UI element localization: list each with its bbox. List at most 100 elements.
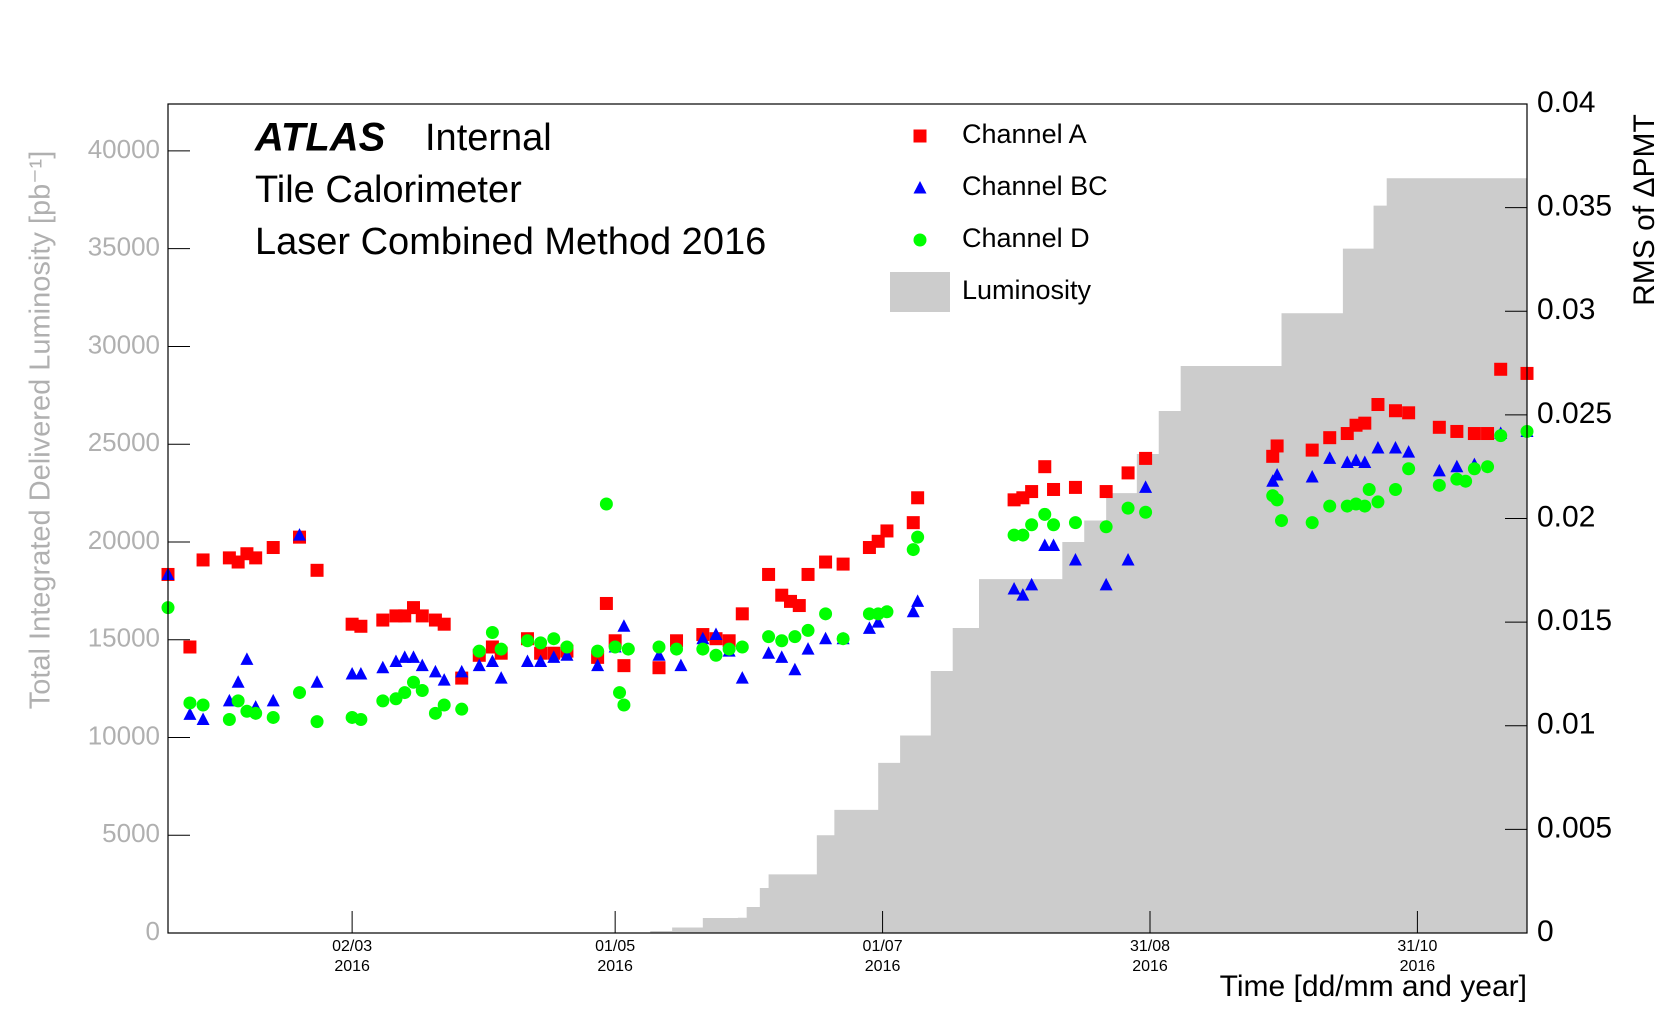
legend-label: Channel D <box>962 223 1090 253</box>
marker-square <box>1494 362 1508 376</box>
marker-circle <box>670 642 684 656</box>
marker-circle <box>1358 499 1372 513</box>
marker-triangle <box>911 594 925 607</box>
marker-circle <box>560 640 574 654</box>
marker-triangle <box>735 671 749 684</box>
marker-triangle <box>196 712 210 726</box>
marker-circle <box>617 698 631 712</box>
marker-triangle <box>428 664 442 678</box>
marker-triangle <box>231 675 245 688</box>
marker-triangle <box>1358 455 1372 469</box>
marker-circle <box>819 607 833 621</box>
marker-circle <box>376 694 390 708</box>
marker-square <box>906 516 920 530</box>
marker-triangle <box>617 619 631 632</box>
marker-triangle <box>788 662 802 676</box>
marker-square <box>1099 485 1113 499</box>
marker-square <box>1139 451 1153 465</box>
series-circle <box>161 424 1534 729</box>
marker-triangle <box>472 658 486 672</box>
marker-square <box>415 609 429 623</box>
marker-triangle <box>674 658 688 672</box>
marker-triangle <box>1371 441 1385 454</box>
marker-square <box>196 553 210 567</box>
marker-square <box>1481 427 1495 441</box>
marker-square <box>1266 449 1280 463</box>
marker-circle <box>652 640 666 654</box>
y2-tick-label: 0.04 <box>1537 86 1595 119</box>
marker-triangle <box>376 660 390 674</box>
marker-triangle <box>415 658 429 672</box>
marker-square <box>1068 480 1082 494</box>
marker-square <box>1038 460 1052 474</box>
marker-circle <box>406 675 420 689</box>
marker-triangle <box>354 666 368 680</box>
marker-circle <box>1402 462 1416 476</box>
marker-circle <box>836 632 850 646</box>
marker-circle <box>880 605 894 619</box>
marker-circle <box>608 640 622 654</box>
marker-triangle <box>1323 451 1337 464</box>
marker-triangle <box>1047 538 1061 551</box>
marker-circle <box>1362 482 1376 496</box>
marker-circle <box>485 625 499 639</box>
marker-square <box>599 596 613 610</box>
marker-triangle <box>547 650 561 663</box>
marker-square <box>911 491 925 505</box>
marker-triangle <box>520 654 534 668</box>
marker-circle <box>1388 482 1402 496</box>
marker-circle <box>1038 507 1052 521</box>
marker-circle <box>762 630 776 644</box>
marker-circle <box>183 696 197 710</box>
marker-triangle <box>345 666 359 680</box>
series-triangle <box>161 424 1534 726</box>
marker-square <box>249 551 263 565</box>
marker-triangle <box>1388 441 1402 454</box>
marker-circle <box>455 702 469 716</box>
marker-triangle <box>709 627 723 641</box>
marker-circle <box>534 636 548 650</box>
marker-square <box>266 541 280 555</box>
marker-circle <box>310 715 324 729</box>
marker-square <box>183 640 197 654</box>
marker-triangle <box>906 604 920 618</box>
marker-triangle <box>437 673 451 686</box>
y2-tick-label: 0.035 <box>1537 190 1612 223</box>
marker-circle <box>472 644 486 658</box>
marker-square <box>1388 404 1402 418</box>
marker-circle <box>1432 478 1446 492</box>
marker-square <box>617 659 631 673</box>
marker-circle <box>1025 518 1039 532</box>
x-tick-label: 02/03 <box>332 938 372 955</box>
marker-circle <box>1121 501 1135 515</box>
marker-square <box>437 617 451 631</box>
marker-circle <box>437 698 451 712</box>
marker-triangle <box>266 693 280 707</box>
x-tick-label: 31/08 <box>1130 938 1170 955</box>
marker-circle <box>1068 516 1082 530</box>
marker-square <box>792 599 806 613</box>
x-tick-label: 01/07 <box>863 938 903 955</box>
marker-triangle <box>696 631 710 645</box>
marker-triangle <box>819 631 833 645</box>
marker-circle <box>722 642 736 656</box>
marker-square <box>1467 427 1481 441</box>
y2-tick-label: 0.02 <box>1537 500 1595 533</box>
marker-triangle <box>652 648 666 661</box>
marker-square <box>819 555 833 569</box>
y-axis-label: Total Integrated Delivered Luminosity [p… <box>25 151 57 710</box>
marker-triangle <box>1068 552 1082 566</box>
marker-circle <box>520 634 534 648</box>
marker-triangle <box>1025 577 1039 591</box>
marker-square <box>652 661 666 675</box>
plot-area <box>161 178 1534 933</box>
x-tick-label: 31/10 <box>1397 938 1437 955</box>
marker-circle <box>222 713 236 727</box>
marker-triangle <box>560 648 574 661</box>
marker-triangle <box>494 671 508 684</box>
marker-circle <box>398 686 412 700</box>
marker-circle <box>1099 520 1113 534</box>
marker-circle <box>906 543 920 557</box>
marker-triangle <box>801 642 815 655</box>
